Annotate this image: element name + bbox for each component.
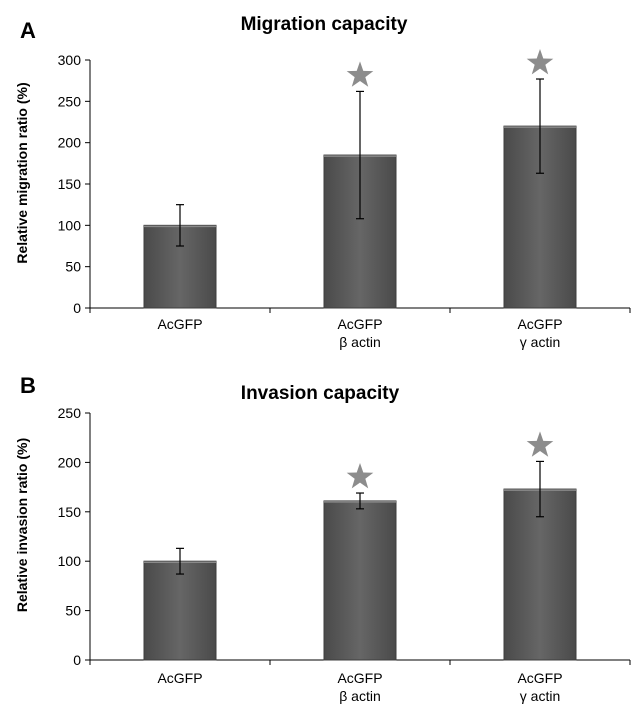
bar [323, 500, 397, 661]
y-tick-label: 200 [58, 454, 82, 470]
y-tick-label: 50 [65, 603, 81, 619]
plot-area-invasion: 0 50 100 150 200 250 AcGFP AcGFP β actin AcGFP γ a… [58, 405, 631, 704]
category-label: γ actin [520, 334, 560, 350]
y-tick-label: 50 [65, 259, 81, 275]
y-tick-label: 150 [58, 176, 82, 192]
chart-migration: A Migration capacity Relative migration … [14, 14, 631, 350]
chart-title-invasion: Invasion capacity [241, 383, 400, 404]
panel-letter-a: A [20, 18, 36, 43]
category-label: AcGFP [157, 316, 202, 332]
significance-star-icon [526, 431, 554, 457]
y-tick-label: 250 [58, 405, 82, 421]
y-tick-label: 200 [58, 135, 82, 151]
category-label: AcGFP [157, 670, 202, 686]
category-label: β actin [339, 688, 381, 704]
y-tick-label: 150 [58, 504, 82, 520]
bar [503, 488, 577, 661]
category-label: β actin [339, 334, 381, 350]
y-tick-label: 0 [73, 300, 81, 316]
category-label: AcGFP [337, 316, 382, 332]
category-label: AcGFP [517, 316, 562, 332]
category-label: γ actin [520, 688, 560, 704]
y-tick-label: 100 [58, 217, 82, 233]
y-tick-label: 300 [58, 52, 82, 68]
y-tick-label: 100 [58, 553, 82, 569]
significance-star-icon [346, 463, 374, 489]
plot-area-migration: 0 50 100 150 200 250 300 AcGFP AcGFP β actin AcGFP… [58, 49, 631, 350]
y-axis-label-migration: Relative migration ratio (%) [14, 82, 30, 263]
panel-letter-b: B [20, 373, 36, 398]
chart-invasion: B Invasion capacity Relative invasion ra… [14, 373, 631, 704]
chart-title-migration: Migration capacity [241, 14, 408, 35]
y-tick-label: 250 [58, 93, 82, 109]
significance-star-icon [526, 49, 554, 75]
significance-star-icon [346, 61, 374, 87]
bar [143, 560, 217, 661]
category-label: AcGFP [517, 670, 562, 686]
y-tick-label: 0 [73, 652, 81, 668]
category-label: AcGFP [337, 670, 382, 686]
y-axis-label-invasion: Relative invasion ratio (%) [14, 438, 30, 612]
